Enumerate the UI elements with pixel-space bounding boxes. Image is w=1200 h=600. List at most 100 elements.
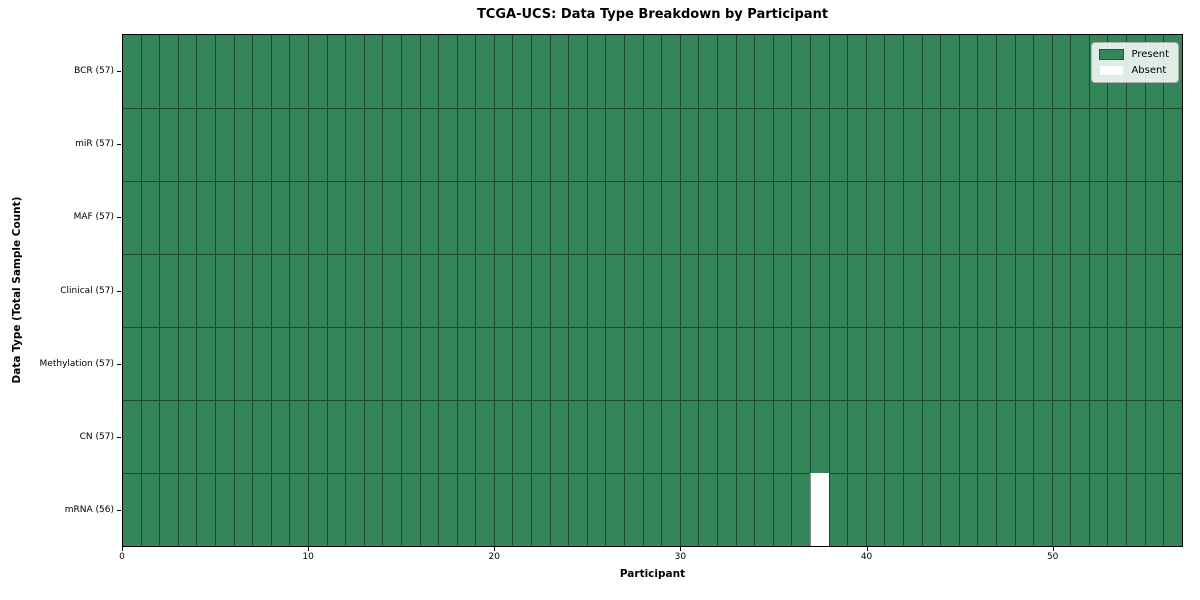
heatmap-cell-present bbox=[828, 400, 848, 473]
heatmap-cell-present bbox=[642, 400, 662, 473]
heatmap-row bbox=[123, 327, 1182, 400]
heatmap-cell-present bbox=[847, 400, 866, 473]
heatmap-cell-present bbox=[940, 327, 959, 400]
heatmap-cell-present bbox=[345, 400, 364, 473]
heatmap-cell-present bbox=[1051, 473, 1071, 546]
heatmap-cell-present bbox=[958, 108, 978, 181]
x-tick-label: 0 bbox=[119, 552, 125, 562]
heatmap-cell-present bbox=[326, 181, 346, 254]
heatmap-cell-present bbox=[233, 400, 253, 473]
heatmap-cell-present bbox=[921, 108, 941, 181]
heatmap-cell-present bbox=[159, 327, 178, 400]
heatmap-cell-present bbox=[717, 400, 736, 473]
heatmap-cell-present bbox=[754, 35, 773, 108]
y-tick-label: Methylation (57) bbox=[39, 358, 114, 369]
heatmap-cell-present bbox=[679, 181, 699, 254]
heatmap-cell-present bbox=[624, 254, 643, 327]
heatmap-cell-present bbox=[977, 473, 996, 546]
heatmap-cell-present bbox=[809, 327, 829, 400]
heatmap-cell-present bbox=[326, 108, 346, 181]
heatmap-cell-present bbox=[345, 327, 364, 400]
y-tick-label: Clinical (57) bbox=[60, 285, 114, 296]
heatmap-cell-present bbox=[456, 254, 476, 327]
heatmap-cell-present bbox=[123, 181, 141, 254]
heatmap-cell-present bbox=[586, 35, 606, 108]
y-tick-label: mRNA (56) bbox=[64, 505, 114, 516]
heatmap-cell-present bbox=[865, 35, 885, 108]
heatmap-cell-present bbox=[493, 400, 513, 473]
heatmap-cell-present bbox=[1033, 181, 1052, 254]
heatmap-cell-present bbox=[1033, 473, 1052, 546]
legend: Present Absent bbox=[1091, 42, 1179, 83]
heatmap-cell-present bbox=[531, 400, 550, 473]
heatmap-cell-present bbox=[123, 108, 141, 181]
heatmap-cell-present bbox=[884, 400, 903, 473]
heatmap-cell-present bbox=[884, 108, 903, 181]
heatmap-cell-present bbox=[605, 108, 625, 181]
heatmap-cell-present bbox=[995, 254, 1015, 327]
heatmap-cell-present bbox=[698, 254, 717, 327]
heatmap-cell-present bbox=[921, 254, 941, 327]
heatmap-cell-present bbox=[828, 473, 848, 546]
heatmap-cell-present bbox=[475, 327, 494, 400]
heatmap-cell-present bbox=[363, 473, 383, 546]
heatmap-cell-present bbox=[382, 35, 401, 108]
heatmap-cell-present bbox=[196, 254, 215, 327]
heatmap-cell-present bbox=[902, 327, 922, 400]
legend-label-present: Present bbox=[1131, 49, 1169, 60]
heatmap-cell-present bbox=[828, 108, 848, 181]
y-tick-label: MAF (57) bbox=[73, 212, 114, 223]
heatmap-cell-present bbox=[586, 327, 606, 400]
heatmap-cell-present bbox=[456, 108, 476, 181]
heatmap-cell-present bbox=[475, 400, 494, 473]
heatmap-cell-present bbox=[940, 181, 959, 254]
heatmap-cell-present bbox=[214, 400, 234, 473]
heatmap-cell-present bbox=[123, 254, 141, 327]
heatmap-cell-present bbox=[1144, 181, 1164, 254]
heatmap-cell-present bbox=[140, 400, 160, 473]
x-tick-label: 10 bbox=[302, 552, 314, 562]
heatmap-cell-present bbox=[1014, 108, 1034, 181]
x-tick-label: 40 bbox=[860, 552, 873, 562]
heatmap-cell-present bbox=[828, 254, 848, 327]
heatmap-cell-present bbox=[289, 254, 308, 327]
heatmap-cell-present bbox=[661, 327, 680, 400]
heatmap-cell-present bbox=[791, 400, 810, 473]
heatmap-cell-present bbox=[865, 108, 885, 181]
heatmap-cell-present bbox=[512, 108, 532, 181]
x-tick-mark bbox=[308, 547, 310, 551]
heatmap-cell-present bbox=[605, 254, 625, 327]
heatmap-cell-present bbox=[1126, 108, 1145, 181]
heatmap-cell-present bbox=[140, 254, 160, 327]
heatmap-cell-present bbox=[233, 327, 253, 400]
heatmap-cell-present bbox=[438, 254, 457, 327]
heatmap-cell-present bbox=[624, 327, 643, 400]
heatmap-cell-present bbox=[140, 35, 160, 108]
heatmap-cell-present bbox=[772, 254, 792, 327]
heatmap-cell-present bbox=[512, 254, 532, 327]
heatmap-cell-present bbox=[214, 35, 234, 108]
heatmap-cell-present bbox=[828, 35, 848, 108]
heatmap-cell-present bbox=[159, 400, 178, 473]
heatmap-cell-present bbox=[977, 327, 996, 400]
heatmap-cell-present bbox=[549, 400, 569, 473]
x-tick-mark bbox=[866, 547, 868, 551]
heatmap-cell-present bbox=[123, 327, 141, 400]
heatmap-cell-present bbox=[586, 254, 606, 327]
heatmap-cell-present bbox=[679, 108, 699, 181]
heatmap-cell-present bbox=[307, 473, 327, 546]
heatmap-cell-present bbox=[958, 473, 978, 546]
heatmap-cell-present bbox=[754, 327, 773, 400]
heatmap-cell-present bbox=[140, 473, 160, 546]
heatmap-cell-present bbox=[419, 254, 439, 327]
heatmap-cell-present bbox=[252, 108, 271, 181]
heatmap-cell-present bbox=[252, 35, 271, 108]
heatmap-cell-present bbox=[772, 473, 792, 546]
heatmap-cell-present bbox=[791, 327, 810, 400]
heatmap-cell-present bbox=[159, 35, 178, 108]
heatmap-cell-present bbox=[642, 181, 662, 254]
heatmap-cell-present bbox=[568, 473, 587, 546]
heatmap-cell-present bbox=[493, 473, 513, 546]
heatmap-cell-present bbox=[1070, 181, 1089, 254]
heatmap-cell-present bbox=[549, 181, 569, 254]
